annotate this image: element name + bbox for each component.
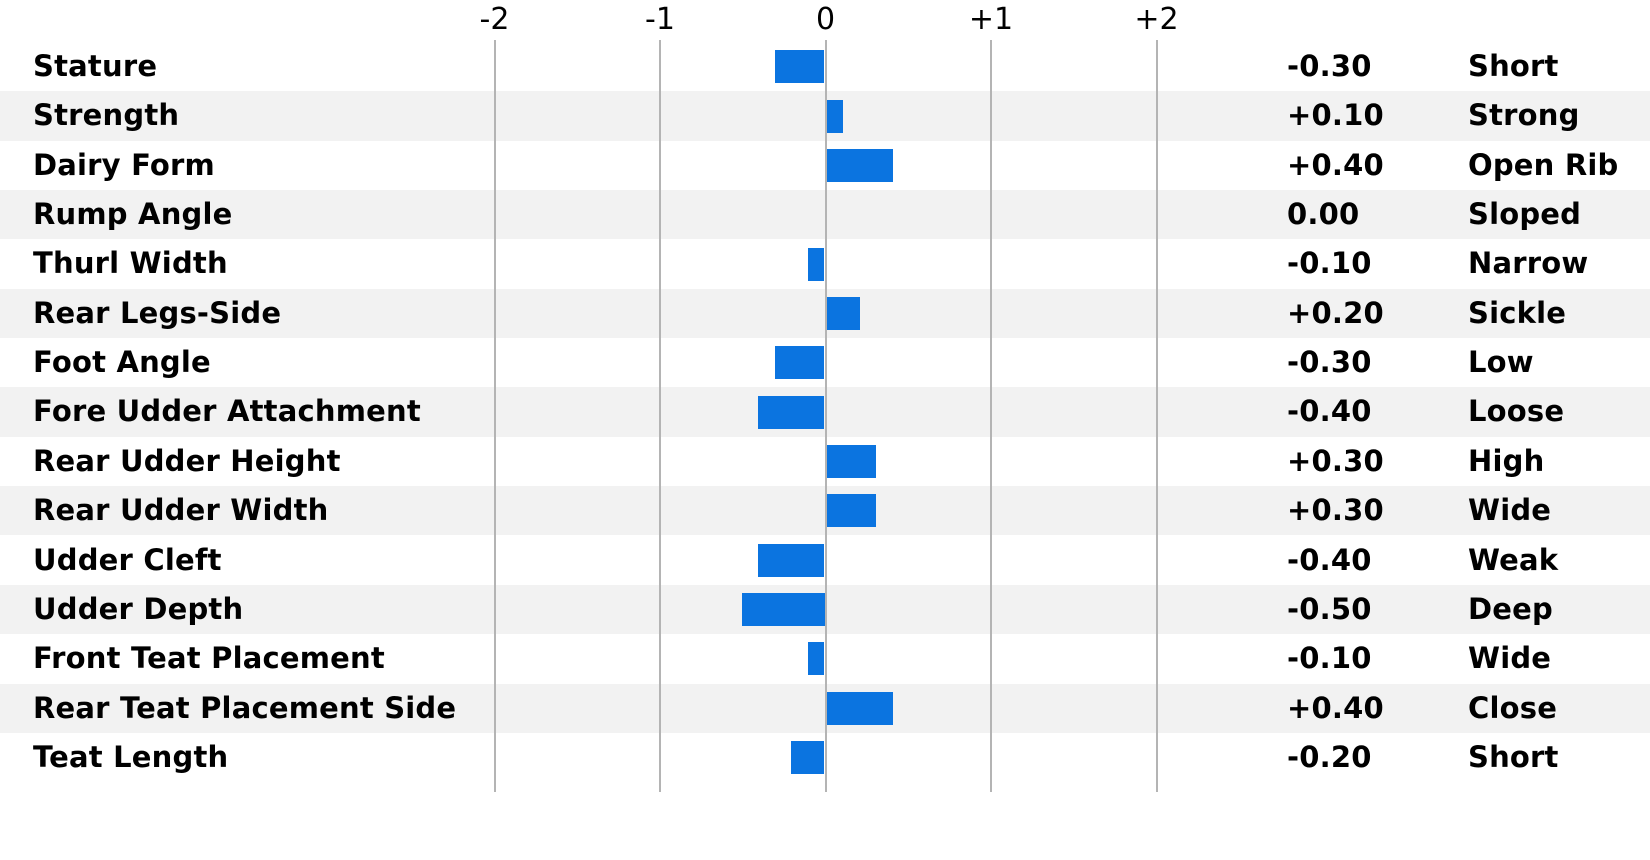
trait-descriptor-label: Loose [1468,394,1565,429]
trait-label: Thurl Width [33,246,228,281]
trait-label: Udder Cleft [33,542,222,577]
sta-value-label: -0.50 [1287,591,1372,626]
trait-descriptor-label: Narrow [1468,246,1589,281]
sta-value-label: +0.30 [1287,443,1384,478]
gridline [824,40,827,792]
trait-descriptor-label: Strong [1468,98,1580,133]
axis-tick-label: +1 [968,2,1014,37]
trait-bar [807,642,825,676]
trait-label: Rear Udder Height [33,443,341,478]
sta-value-label: +0.20 [1287,295,1384,330]
trait-bar [791,741,825,775]
trait-bar [826,148,893,182]
trait-descriptor-label: Sickle [1468,295,1567,330]
sta-value-label: -0.30 [1287,49,1372,83]
gridline [990,40,992,792]
gridline [1155,40,1158,792]
axis-tick-label: +2 [1134,2,1179,37]
gridline [659,40,661,792]
trait-descriptor-label: Sloped [1468,197,1582,232]
sta-value-label: +0.10 [1287,98,1384,133]
sta-value-label: -0.30 [1287,345,1372,380]
sta-value-label: -0.40 [1287,542,1372,577]
sta-value-label: -0.10 [1287,641,1372,676]
trait-descriptor-label: Wide [1468,493,1552,528]
trait-descriptor-label: Deep [1468,591,1553,626]
trait-bar [826,494,877,528]
sta-value-label: -0.10 [1287,246,1372,281]
trait-label: Teat Length [33,739,229,774]
trait-descriptor-label: Wide [1468,641,1552,676]
trait-label: Rear Udder Width [33,493,329,528]
sta-value-label: +0.40 [1287,147,1384,182]
trait-label: Rear Legs-Side [33,295,282,330]
sta-value-label: 0.00 [1287,197,1360,232]
gridline [493,40,496,792]
trait-bar [826,99,844,133]
axis-tick-label: -1 [645,2,675,37]
trait-bar [774,346,825,380]
trait-label: Stature [33,49,158,83]
trait-label: Fore Udder Attachment [33,394,421,429]
sta-value-label: +0.40 [1287,690,1384,725]
trait-label: Dairy Form [33,147,215,182]
trait-descriptor-label: Short [1468,739,1559,774]
trait-bar [774,50,825,84]
trait-bar [807,247,825,281]
trait-descriptor-label: Close [1468,690,1558,725]
sta-value-label: -0.40 [1287,394,1372,429]
trait-bar [758,395,825,429]
trait-descriptor-label: Open Rib [1468,147,1619,182]
trait-bar [826,444,877,478]
axis-tick-label: -2 [479,2,510,37]
trait-label: Strength [33,98,180,133]
trait-label: Rear Teat Placement Side [33,690,457,725]
trait-label: Rump Angle [33,197,233,232]
trait-descriptor-label: Weak [1468,542,1559,577]
trait-bar [826,296,860,330]
sta-value-label: -0.20 [1287,739,1372,774]
trait-label: Udder Depth [33,591,244,626]
trait-bar [741,593,825,627]
trait-label: Front Teat Placement [33,641,385,676]
trait-descriptor-label: Short [1468,49,1559,83]
trait-descriptor-label: Low [1468,345,1534,380]
trait-bar [826,691,893,725]
trait-label: Foot Angle [33,345,211,380]
trait-bar [758,543,825,577]
sta-value-label: +0.30 [1287,493,1384,528]
trait-descriptor-label: High [1468,443,1545,478]
axis-tick-label: 0 [815,2,836,37]
